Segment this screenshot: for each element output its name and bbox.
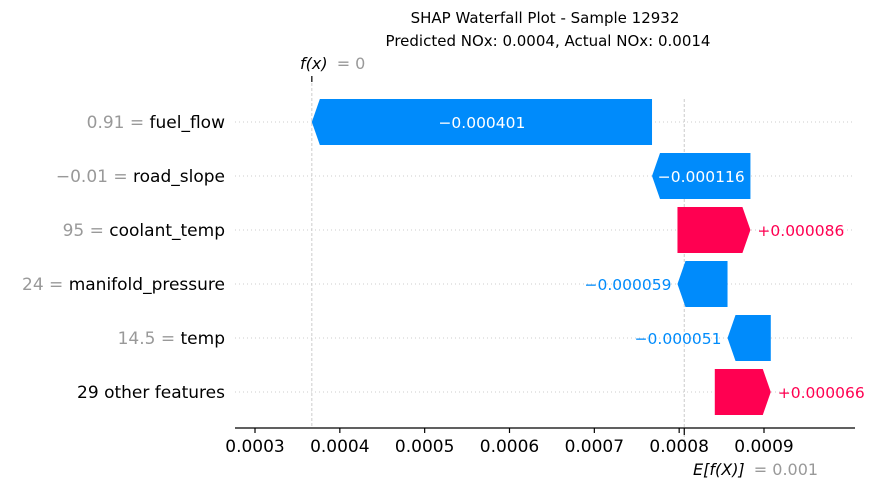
fx-value: = 0 bbox=[337, 54, 366, 73]
feature-name: manifold_pressure bbox=[69, 275, 225, 295]
fx-label: f(x) bbox=[300, 54, 328, 73]
contribution-bar bbox=[714, 369, 771, 415]
feature-label: 0.91 = fuel_flow bbox=[87, 113, 225, 133]
feature-name: road_slope bbox=[133, 167, 225, 187]
x-tick-label: 0.0004 bbox=[310, 437, 369, 457]
chart-title-line-1: SHAP Waterfall Plot - Sample 12932 bbox=[411, 9, 680, 27]
feature-value: −0.01 = bbox=[56, 167, 133, 187]
svg-text:f(x) = 0: f(x) = 0 bbox=[300, 54, 365, 73]
feature-value: 0.91 = bbox=[87, 113, 150, 133]
feature-label: 24 = manifold_pressure bbox=[22, 275, 225, 295]
feature-name: temp bbox=[181, 329, 225, 349]
contribution-bar bbox=[677, 261, 728, 307]
bar-value-label: −0.000059 bbox=[585, 276, 672, 294]
x-tick-label: 0.0005 bbox=[395, 437, 454, 457]
bar-value-label: +0.000086 bbox=[757, 222, 844, 240]
x-tick-label: 0.0006 bbox=[480, 437, 539, 457]
x-tick-label: 0.0008 bbox=[649, 437, 708, 457]
feature-label: 29 other features bbox=[77, 383, 225, 403]
fx-annotation: f(x) = 0 bbox=[300, 54, 365, 73]
chart-title-line-2: Predicted NOx: 0.0004, Actual NOx: 0.001… bbox=[386, 32, 711, 50]
x-tick-label: 0.0003 bbox=[225, 437, 284, 457]
bar-value-label: −0.000116 bbox=[658, 168, 745, 186]
ef-label: E[f(X)] bbox=[693, 460, 745, 479]
contribution-bar bbox=[677, 207, 751, 253]
feature-label: −0.01 = road_slope bbox=[56, 167, 225, 187]
feature-name: fuel_flow bbox=[150, 113, 226, 133]
feature-labels: −0.000401 0.91 = fuel_flow −0.000116 −0.01 … bbox=[22, 113, 865, 403]
feature-value: 95 = bbox=[63, 221, 110, 241]
x-axis: 0.0003 0.0004 0.0005 0.0006 0.0007 0.0008 0.00… bbox=[225, 427, 855, 457]
contribution-bars bbox=[311, 99, 771, 415]
feature-label: 14.5 = temp bbox=[118, 329, 225, 349]
ef-annotation: E[f(X)] = 0.001 bbox=[693, 460, 818, 479]
bar-value-label: −0.000401 bbox=[438, 114, 525, 132]
contribution-bar bbox=[727, 315, 771, 361]
contribution-bar bbox=[652, 153, 751, 199]
feature-value: 14.5 = bbox=[118, 329, 181, 349]
x-tick-label: 0.0009 bbox=[734, 437, 793, 457]
svg-text:E[f(X)] = 0.001: E[f(X)] = 0.001 bbox=[693, 460, 818, 479]
contribution-bar bbox=[311, 99, 653, 145]
feature-label: 95 = coolant_temp bbox=[63, 221, 225, 241]
ef-value: = 0.001 bbox=[754, 460, 818, 479]
x-tick-label: 0.0007 bbox=[565, 437, 624, 457]
feature-value: 24 = bbox=[22, 275, 69, 295]
bar-value-label: −0.000051 bbox=[635, 330, 722, 348]
feature-name: coolant_temp bbox=[109, 221, 225, 241]
feature-name: 29 other features bbox=[77, 383, 225, 403]
bar-value-label: +0.000066 bbox=[778, 384, 865, 402]
